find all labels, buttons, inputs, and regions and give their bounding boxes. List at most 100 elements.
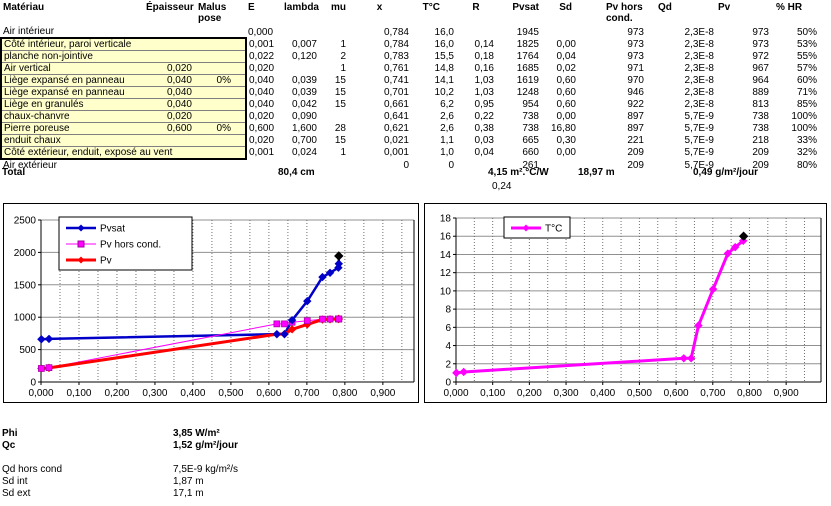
cell-r6c6[interactable]: 0,661 <box>383 99 409 110</box>
cell-r5c5[interactable]: 15 <box>334 87 346 98</box>
column-header-1[interactable]: Épaisseur <box>146 2 194 13</box>
cell-r7c5[interactable] <box>319 111 348 123</box>
cell-r1c9[interactable]: 1825 <box>516 38 539 50</box>
cell-r2c1[interactable] <box>146 50 196 63</box>
cell-r4c1[interactable]: 0,040 <box>146 74 196 87</box>
cell-r5c4[interactable]: 0,039 <box>291 87 317 98</box>
cell-r9c14[interactable]: 33% <box>796 135 817 146</box>
cell-r0c14[interactable]: 50% <box>796 26 817 38</box>
cell-r1c0[interactable]: Côté intérieur, paroi verticale <box>0 37 146 51</box>
cell-r9c10[interactable]: 0,30 <box>556 135 576 146</box>
cell-r7c0[interactable]: chaux-chanvre <box>0 110 146 123</box>
cell-r5c0[interactable]: Liège expansé en panneau <box>0 86 146 99</box>
cell-r0c13[interactable]: 973 <box>752 26 769 38</box>
cell-r1c6[interactable]: 0,784 <box>383 38 409 50</box>
cell-r0c4[interactable] <box>274 26 319 38</box>
column-header-0[interactable]: Matériau <box>3 2 45 13</box>
cell-r4c12[interactable]: 2,3E-8 <box>684 75 714 86</box>
column-header-3[interactable]: E <box>248 2 255 13</box>
cell-r5c14[interactable]: 71% <box>796 87 817 98</box>
cell-r1c1[interactable] <box>146 37 196 51</box>
cell-r6c1[interactable]: 0,040 <box>146 98 196 111</box>
cell-r9c2[interactable] <box>196 134 247 147</box>
cell-r5c1[interactable]: 0,040 <box>146 86 196 99</box>
cell-r11c13[interactable]: 209 <box>752 159 769 171</box>
cell-r11c12[interactable]: 5,7E-9 <box>684 159 714 171</box>
cell-r1c3[interactable]: 0,001 <box>249 38 275 50</box>
summary-label-4[interactable]: Sd ext <box>2 488 31 499</box>
cell-r10c11[interactable]: 209 <box>627 147 644 159</box>
cell-r6c2[interactable] <box>196 98 247 111</box>
column-header-9[interactable]: Pvsat <box>512 2 539 13</box>
cell-r2c7[interactable]: 15,5 <box>434 51 454 62</box>
summary-label-0[interactable]: Phi <box>2 428 18 439</box>
cell-r5c3[interactable]: 0,040 <box>249 87 275 98</box>
summary-value-1[interactable]: 1,52 g/m²/jour <box>173 440 239 451</box>
cell-r8c13[interactable]: 738 <box>752 123 769 134</box>
column-header-10[interactable]: Sd <box>559 2 572 13</box>
cell-r7c4[interactable]: 0,090 <box>291 111 317 122</box>
cell-r9c1[interactable] <box>146 134 196 147</box>
cell-r2c4[interactable]: 0,120 <box>291 51 317 62</box>
cell-r10c1[interactable] <box>146 146 196 160</box>
cell-r3c0[interactable]: Air vertical <box>0 62 146 75</box>
cell-r2c0[interactable]: planche non-jointive <box>0 50 146 63</box>
cell-r4c5[interactable]: 15 <box>334 75 346 86</box>
cell-r8c5[interactable]: 28 <box>334 123 346 134</box>
cell-r3c13[interactable]: 967 <box>752 63 769 74</box>
cell-r1c5[interactable]: 1 <box>340 38 346 50</box>
cell-r10c4[interactable]: 0,024 <box>291 147 317 159</box>
cell-r6c0[interactable]: Liège en granulés <box>0 98 146 111</box>
cell-r5c12[interactable]: 2,3E-8 <box>684 87 714 98</box>
column-header-14[interactable]: % HR <box>776 2 803 13</box>
cell-r5c11[interactable]: 946 <box>627 87 644 98</box>
cell-r8c0[interactable]: Pierre poreuse <box>0 122 146 135</box>
cell-r8c11[interactable]: 897 <box>627 123 644 134</box>
cell-r4c0[interactable]: Liège expansé en panneau <box>0 74 146 87</box>
cell-r3c3[interactable]: 0,020 <box>249 63 275 74</box>
cell-r3c6[interactable]: 0,761 <box>383 63 409 74</box>
cell-r1c7[interactable]: 16,0 <box>434 38 454 50</box>
cell-r5c13[interactable]: 889 <box>752 87 769 98</box>
cell-r11c7[interactable]: 0 <box>448 159 454 171</box>
summary-label-3[interactable]: Sd int <box>2 476 28 487</box>
cell-r10c13[interactable]: 209 <box>752 147 769 159</box>
cell-r7c14[interactable]: 100% <box>791 111 817 122</box>
summary-value-0[interactable]: 3,85 W/m² <box>173 428 220 439</box>
cell-r7c12[interactable]: 5,7E-9 <box>684 111 714 122</box>
cell-r2c3[interactable]: 0,022 <box>249 51 275 62</box>
total-thickness[interactable]: 80,4 cm <box>278 167 315 178</box>
cell-r1c12[interactable]: 2,3E-8 <box>684 38 714 50</box>
cell-r4c4[interactable]: 0,039 <box>291 75 317 86</box>
cell-r0c1[interactable] <box>146 26 196 38</box>
cell-r3c14[interactable]: 57% <box>796 63 817 74</box>
summary-value-2[interactable]: 7,5E-9 kg/m²/s <box>173 464 239 475</box>
column-header-13[interactable]: Pv <box>718 2 731 13</box>
cell-r9c9[interactable]: 665 <box>522 135 539 146</box>
cell-r7c13[interactable]: 738 <box>752 111 769 122</box>
cell-r10c7[interactable]: 1,0 <box>440 147 454 159</box>
cell-r0c2[interactable] <box>196 26 246 38</box>
cell-r2c10[interactable]: 0,04 <box>556 51 576 62</box>
cell-r9c8[interactable]: 0,03 <box>474 135 494 146</box>
cell-r6c7[interactable]: 6,2 <box>440 99 454 110</box>
cell-r8c14[interactable]: 100% <box>791 123 817 134</box>
cell-r2c5[interactable]: 2 <box>340 51 346 62</box>
summary-label-1[interactable]: Qc <box>2 440 16 451</box>
cell-r10c0[interactable]: Côté extérieur, enduit, exposé au vent <box>0 146 172 160</box>
cell-r11c14[interactable]: 80% <box>796 159 817 171</box>
cell-r6c13[interactable]: 813 <box>752 99 769 110</box>
total-sd[interactable]: 18,97 m <box>578 167 615 178</box>
cell-r6c12[interactable]: 2,3E-8 <box>684 99 714 110</box>
summary-value-3[interactable]: 1,87 m <box>173 476 204 487</box>
cell-r3c12[interactable]: 2,3E-8 <box>684 63 714 74</box>
cell-r0c3[interactable]: 0,000 <box>248 26 274 38</box>
cell-r1c14[interactable]: 53% <box>796 38 817 50</box>
cell-r4c6[interactable]: 0,741 <box>383 75 409 86</box>
cell-r0c0[interactable]: Air intérieur <box>3 26 55 37</box>
cell-r1c8[interactable]: 0,14 <box>474 38 494 50</box>
cell-r11c6[interactable]: 0 <box>403 159 409 171</box>
cell-r6c3[interactable]: 0,040 <box>249 99 275 110</box>
cell-r3c7[interactable]: 14,8 <box>434 63 454 74</box>
